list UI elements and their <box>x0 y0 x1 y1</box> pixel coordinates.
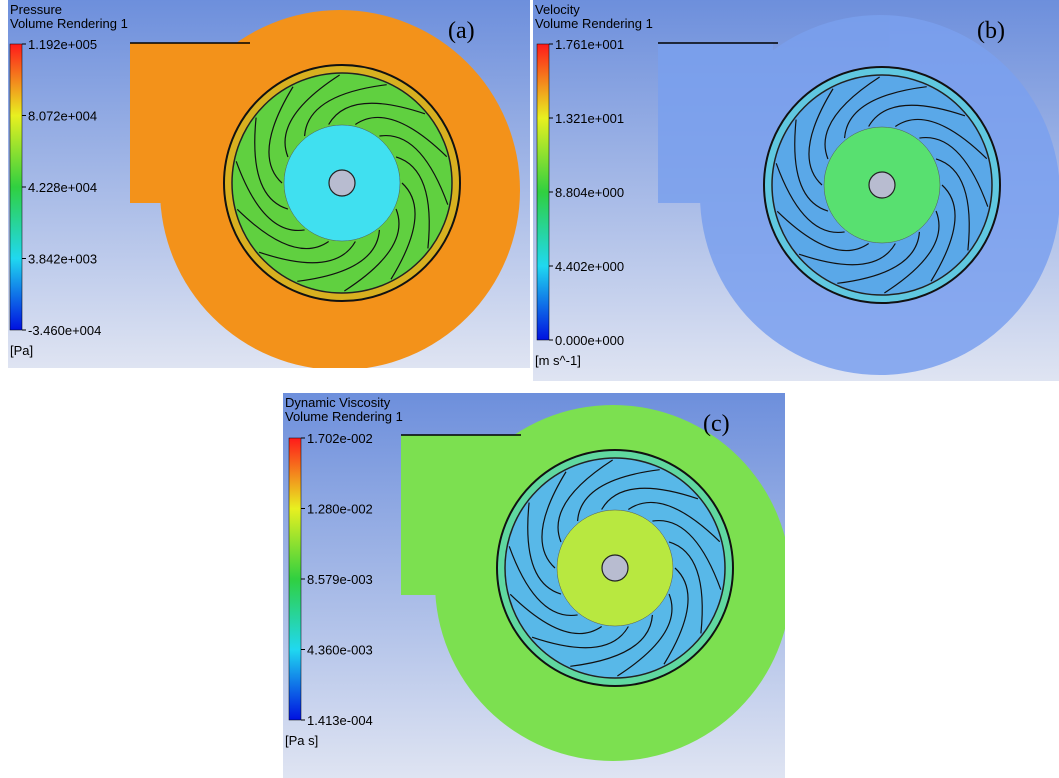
unit-label: [Pa] <box>10 343 33 358</box>
colorbar-label: 1.280e-002 <box>307 502 373 517</box>
blade <box>776 210 869 252</box>
blade <box>254 117 289 210</box>
panel-subtitle: Volume Rendering 1 <box>535 16 653 31</box>
colorbar-label: 1.413e-004 <box>307 713 373 728</box>
blade <box>775 163 845 234</box>
blade <box>390 182 416 280</box>
volute-inlet <box>658 43 773 203</box>
hub <box>601 554 629 582</box>
blade <box>919 136 989 207</box>
impeller-casing <box>496 449 734 687</box>
blade <box>379 134 449 205</box>
colorbar-label: 4.228e+004 <box>28 180 97 195</box>
blade <box>303 84 387 137</box>
blade <box>895 118 988 160</box>
blade <box>824 76 880 160</box>
blade <box>236 208 329 250</box>
blade <box>798 243 896 266</box>
colorbar-label: 4.360e-003 <box>307 643 373 658</box>
panel-subtitle: Volume Rendering 1 <box>285 409 403 424</box>
blade <box>258 241 356 264</box>
blade <box>617 593 673 677</box>
impeller-casing <box>223 64 461 302</box>
colorbar-label: 8.579e-003 <box>307 572 373 587</box>
blade <box>541 471 567 569</box>
colorbar-label: 3.842e+003 <box>28 252 97 267</box>
colorbar <box>536 43 550 341</box>
blade <box>935 158 970 251</box>
blade <box>601 487 699 510</box>
blade <box>531 626 629 649</box>
blade <box>355 116 448 158</box>
colorbar <box>288 437 302 721</box>
blade <box>344 208 400 292</box>
blade <box>628 501 721 543</box>
colorbar-label: 1.702e-002 <box>307 431 373 446</box>
colorbar-label: 1.761e+001 <box>555 37 624 52</box>
blade <box>297 229 381 282</box>
colorbar-label: 4.402e+000 <box>555 259 624 274</box>
blade <box>663 567 689 665</box>
impeller-casing <box>763 66 1001 304</box>
blade <box>509 593 602 635</box>
blade <box>930 184 956 282</box>
unit-label: [Pa s] <box>285 733 318 748</box>
panel-subtitle: Volume Rendering 1 <box>10 16 128 31</box>
hub <box>868 171 896 199</box>
impeller-ring <box>497 450 733 686</box>
unit-label: [m s^-1] <box>535 353 581 368</box>
panel-title: Pressure <box>10 2 62 17</box>
blade <box>508 546 578 617</box>
blade <box>576 469 660 522</box>
blade <box>868 104 966 127</box>
impeller-ring <box>764 67 1000 303</box>
blade <box>808 88 834 186</box>
colorbar-label: -3.460e+004 <box>28 323 101 338</box>
blade <box>794 119 829 212</box>
blade <box>570 614 654 667</box>
blade <box>235 161 305 232</box>
colorbar <box>9 43 23 331</box>
panel: 1.192e+005 8.072e+004 4.228e+004 3.842e+003… <box>8 0 530 368</box>
colorbar-label: 1.192e+005 <box>28 37 97 52</box>
colorbar-label: 8.072e+004 <box>28 109 97 124</box>
colorbar-label: 0.000e+000 <box>555 333 624 348</box>
blade <box>843 86 927 139</box>
blade <box>395 156 430 249</box>
blade <box>668 541 703 634</box>
panel-title: Dynamic Viscosity <box>285 395 391 410</box>
panel-letter: (b) <box>977 18 1005 44</box>
blade <box>328 102 426 125</box>
impeller-ring <box>224 65 460 301</box>
blade <box>884 210 940 294</box>
blade <box>557 459 613 543</box>
colorbar-label: 8.804e+000 <box>555 185 624 200</box>
blade <box>527 502 562 595</box>
panel-letter: (a) <box>448 18 475 44</box>
colorbar-label: 1.321e+001 <box>555 111 624 126</box>
blade <box>284 74 340 158</box>
panel: 1.761e+001 1.321e+001 8.804e+000 4.402e+000… <box>533 0 1059 381</box>
panel-title: Velocity <box>535 2 580 17</box>
hub <box>328 169 356 197</box>
blade <box>837 231 921 284</box>
panel-letter: (c) <box>703 411 730 437</box>
blade <box>268 86 294 184</box>
panel: 1.702e-002 1.280e-002 8.579e-003 4.360e-003… <box>283 393 785 778</box>
blade <box>652 519 722 590</box>
